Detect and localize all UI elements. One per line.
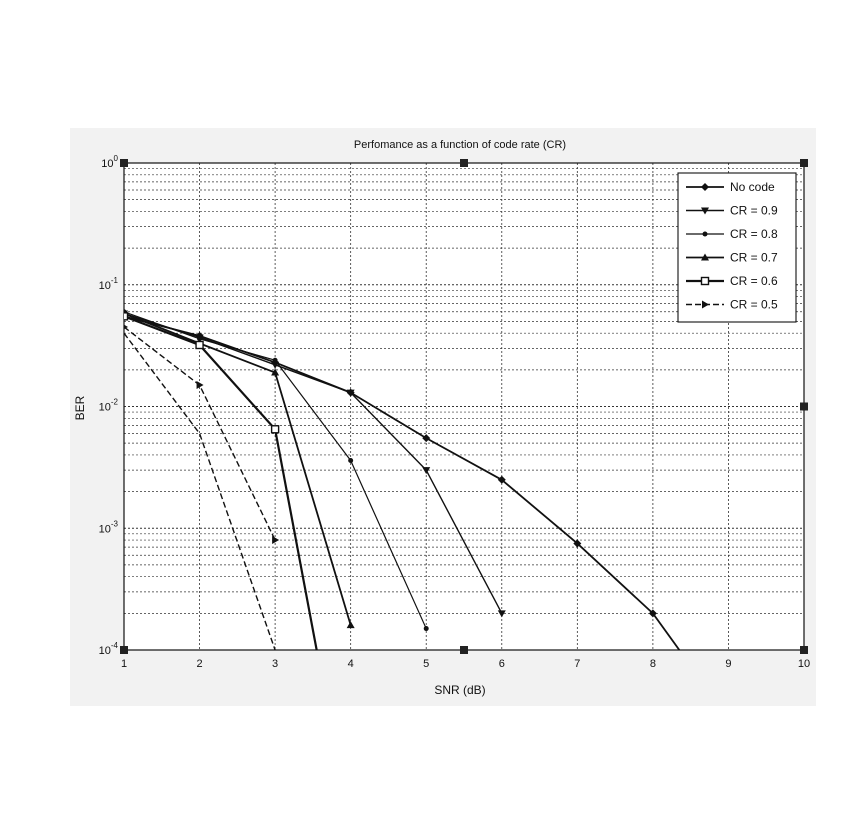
frame-marker <box>460 159 468 167</box>
legend-entry: CR = 0.9 <box>730 204 778 218</box>
y-axis-label: BER <box>73 395 87 420</box>
y-tick-label: 10-3 <box>99 519 119 535</box>
y-tick-label: 100 <box>101 154 118 170</box>
x-tick-label: 1 <box>121 658 127 670</box>
ticks-layer: 1 2 3 4 5 6 7 8 9 10 100 10-1 10-2 10-3 10-4 <box>99 154 811 670</box>
frame-marker <box>120 159 128 167</box>
data-point <box>195 340 204 350</box>
x-tick-label: 4 <box>348 658 354 670</box>
series-line <box>124 315 318 650</box>
series-6 <box>124 332 276 650</box>
chart-figure: Perfomance as a function of code rate (C… <box>70 128 816 706</box>
legend-entry: CR = 0.7 <box>730 251 778 265</box>
series-line <box>124 332 276 650</box>
data-point <box>124 324 128 330</box>
axes-layer <box>120 159 808 654</box>
y-tick-label: 10-1 <box>99 276 119 292</box>
frame-marker <box>120 646 128 654</box>
frame-marker <box>800 159 808 167</box>
x-tick-label: 5 <box>423 658 429 670</box>
frame-marker <box>800 646 808 654</box>
legend-marker <box>702 231 708 237</box>
legend-marker <box>702 300 709 309</box>
x-tick-label: 10 <box>798 658 810 670</box>
legend-marker <box>701 207 709 215</box>
data-point <box>272 357 278 363</box>
y-tick-label: 10-4 <box>99 641 119 657</box>
data-point <box>271 368 280 376</box>
data-point <box>422 434 431 443</box>
data-point <box>348 458 354 464</box>
data-point <box>573 539 582 548</box>
data-point <box>497 610 506 618</box>
data-point <box>423 626 429 632</box>
legend-entry: CR = 0.5 <box>730 298 778 312</box>
legend-marker <box>701 183 709 191</box>
x-tick-label: 7 <box>574 658 580 670</box>
y-tick-label: 10-2 <box>99 398 119 414</box>
legend-marker <box>700 276 710 286</box>
data-point <box>270 425 280 434</box>
x-tick-label: 3 <box>272 658 278 670</box>
data-point <box>196 381 204 390</box>
x-axis-label: SNR (dB) <box>434 683 485 697</box>
data-point <box>346 389 355 397</box>
chart-title: Perfomance as a function of code rate (C… <box>354 139 566 151</box>
x-tick-label: 8 <box>650 658 656 670</box>
series-layer <box>124 309 681 650</box>
data-point <box>272 536 280 545</box>
frame-marker <box>800 402 808 411</box>
data-point <box>197 336 203 342</box>
chart-svg: Perfomance as a function of code rate (C… <box>73 139 811 697</box>
series-5 <box>124 324 280 545</box>
series-line <box>124 312 503 614</box>
legend-entry: No code <box>730 180 775 194</box>
series-4 <box>124 312 318 650</box>
data-point <box>124 312 129 321</box>
data-point <box>497 475 506 484</box>
legend-marker <box>701 253 709 261</box>
legend-box <box>677 172 797 323</box>
series-line <box>124 312 352 626</box>
legend-entry: CR = 0.8 <box>730 227 778 241</box>
x-tick-label: 2 <box>196 658 202 670</box>
frame-marker <box>460 646 468 654</box>
data-point <box>346 621 355 629</box>
legend-entry: CR = 0.6 <box>730 274 778 288</box>
series-2 <box>124 309 429 632</box>
x-tick-label: 6 <box>499 658 505 670</box>
x-tick-label: 9 <box>725 658 731 670</box>
legend: No code CR = 0.9 CR = 0.8 CR = 0.7 CR = 0.6 C… <box>677 172 797 323</box>
data-point <box>648 609 657 618</box>
data-point <box>422 467 431 475</box>
